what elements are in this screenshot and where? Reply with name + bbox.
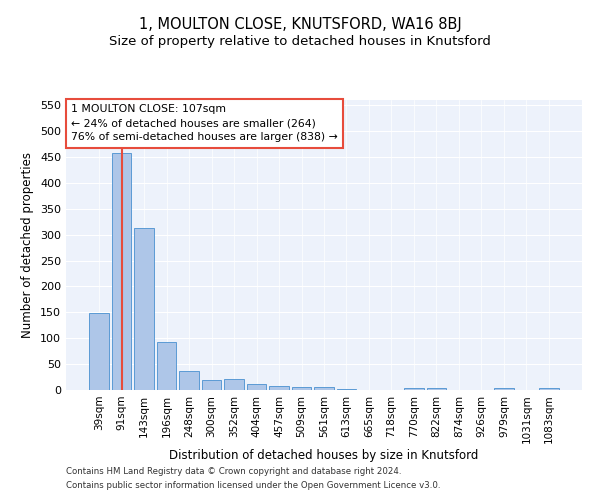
Text: 1, MOULTON CLOSE, KNUTSFORD, WA16 8BJ: 1, MOULTON CLOSE, KNUTSFORD, WA16 8BJ bbox=[139, 18, 461, 32]
Bar bbox=[292, 388, 311, 390]
Text: Contains HM Land Registry data © Crown copyright and database right 2024.: Contains HM Land Registry data © Crown c… bbox=[66, 467, 401, 476]
Bar bbox=[179, 372, 199, 390]
Text: Contains public sector information licensed under the Open Government Licence v3: Contains public sector information licen… bbox=[66, 481, 440, 490]
Bar bbox=[134, 228, 154, 390]
Bar bbox=[89, 314, 109, 390]
Bar bbox=[269, 386, 289, 390]
Y-axis label: Number of detached properties: Number of detached properties bbox=[22, 152, 34, 338]
Bar bbox=[202, 380, 221, 390]
Bar bbox=[314, 388, 334, 390]
Bar bbox=[494, 388, 514, 390]
Bar bbox=[112, 153, 131, 390]
X-axis label: Distribution of detached houses by size in Knutsford: Distribution of detached houses by size … bbox=[169, 449, 479, 462]
Bar bbox=[157, 342, 176, 390]
Bar bbox=[404, 388, 424, 390]
Bar bbox=[224, 379, 244, 390]
Bar bbox=[337, 389, 356, 390]
Bar bbox=[247, 384, 266, 390]
Text: Size of property relative to detached houses in Knutsford: Size of property relative to detached ho… bbox=[109, 35, 491, 48]
Bar bbox=[539, 388, 559, 390]
Text: 1 MOULTON CLOSE: 107sqm
← 24% of detached houses are smaller (264)
76% of semi-d: 1 MOULTON CLOSE: 107sqm ← 24% of detache… bbox=[71, 104, 338, 142]
Bar bbox=[427, 388, 446, 390]
